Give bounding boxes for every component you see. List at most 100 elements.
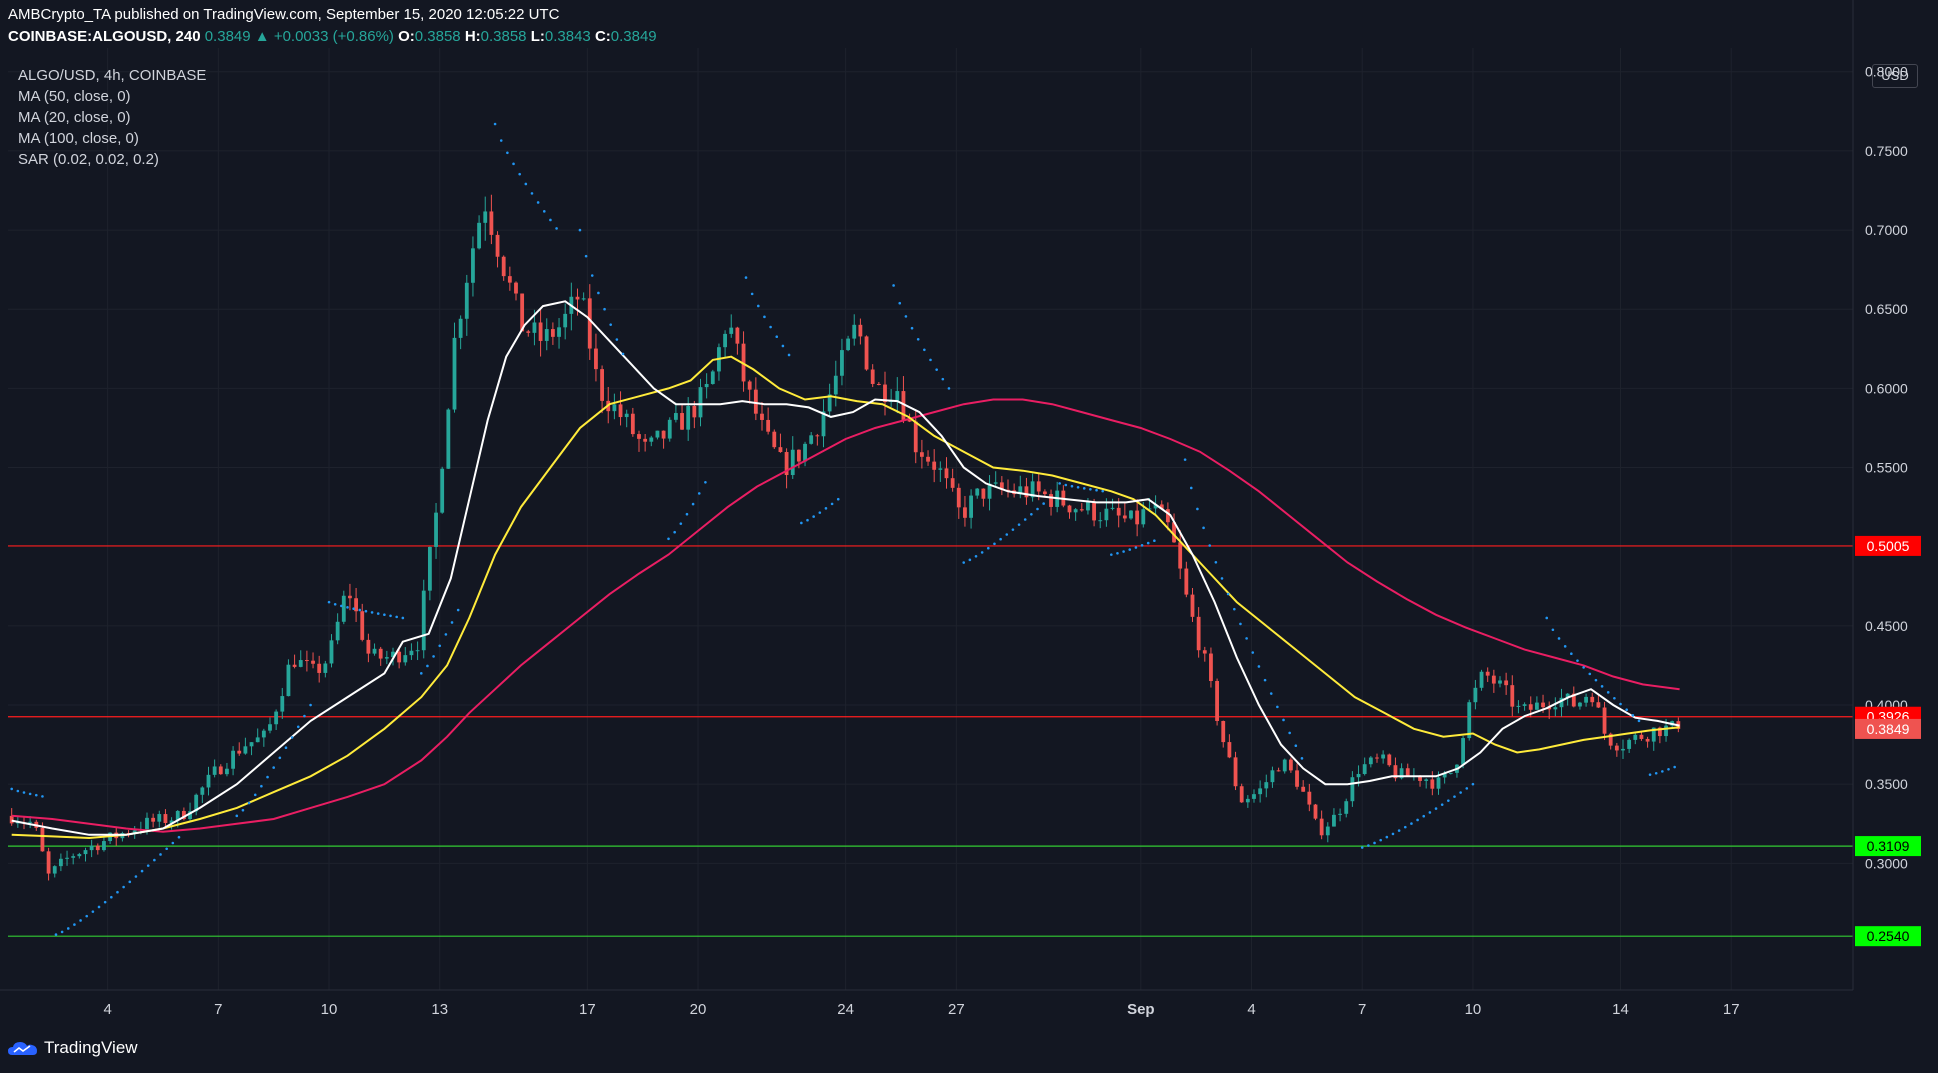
sar-dot: [66, 927, 70, 930]
legend-ma50[interactable]: MA (50, close, 0): [18, 88, 131, 105]
candle-body: [46, 851, 51, 874]
candle-body: [840, 350, 844, 376]
sar-dot: [980, 551, 984, 554]
candle-body: [1528, 704, 1533, 710]
sar-dot: [159, 853, 162, 856]
chart-title-legend[interactable]: ALGO/USD, 4h, COINBASE: [18, 67, 207, 84]
candle-body: [1627, 739, 1632, 749]
candle-body: [464, 282, 469, 319]
grid: [8, 48, 1853, 990]
sar-dot: [383, 613, 386, 616]
brand-name: TradingView: [44, 1038, 138, 1057]
candle-body: [95, 845, 100, 851]
candle-body: [249, 742, 254, 747]
candle-body: [686, 405, 691, 430]
sar-dot: [327, 600, 331, 604]
time-tick-label: 7: [1358, 1001, 1366, 1018]
open-value: 0.3858: [414, 28, 461, 45]
candle-body: [1504, 680, 1509, 686]
sar-dot: [290, 736, 294, 739]
sar-dot: [1582, 666, 1585, 669]
candle-body: [587, 298, 592, 349]
candle-body: [1608, 733, 1613, 746]
candle-body: [1664, 725, 1668, 737]
sar-dot: [1011, 528, 1015, 531]
candle-body: [28, 821, 33, 823]
candle-body: [1079, 509, 1084, 511]
candle-body: [458, 318, 463, 338]
candle-body: [1116, 507, 1121, 516]
sar-dot: [679, 522, 683, 525]
candle-body: [1295, 770, 1299, 787]
currency-button[interactable]: USD: [1872, 64, 1918, 88]
candle-body: [618, 404, 623, 418]
sar-dot: [1385, 835, 1389, 839]
time-tick-label: 4: [1247, 1001, 1255, 1018]
candle-body: [827, 394, 832, 412]
candle-body: [1276, 770, 1281, 772]
candle-body: [1147, 508, 1152, 510]
sar-dot: [1058, 482, 1061, 485]
sar-dot: [1379, 838, 1382, 842]
legend-sar[interactable]: SAR (0.02, 0.02, 0.2): [18, 151, 159, 168]
sar-dot: [419, 672, 423, 675]
sar-dot: [1631, 714, 1635, 717]
candle-body: [335, 621, 340, 641]
legend-ma100[interactable]: MA (100, close, 0): [18, 130, 139, 147]
candle-body: [409, 650, 414, 656]
candle-body: [151, 817, 156, 822]
candle-body: [729, 327, 734, 334]
candle-body: [1467, 702, 1472, 739]
publish-line: AMBCrypto_TA published on TradingView.co…: [8, 6, 560, 23]
sar-dot: [284, 746, 288, 750]
candle-body: [1122, 515, 1127, 519]
legend-ma20[interactable]: MA (20, close, 0): [18, 109, 131, 126]
sar-dot: [542, 210, 546, 213]
sar-dot: [775, 335, 779, 338]
sar-dot: [968, 558, 972, 562]
sar-dot: [1226, 592, 1230, 596]
candle-body: [1578, 702, 1582, 707]
candle-body: [1258, 788, 1263, 795]
tradingview-logo[interactable]: TradingView: [8, 1038, 138, 1058]
level-tag-label: 0.3109: [1867, 838, 1910, 854]
candle-body: [993, 482, 998, 484]
candle-body: [1165, 509, 1170, 523]
sar-dot: [941, 377, 945, 381]
sar-dot: [590, 274, 594, 277]
candle-body: [864, 336, 869, 370]
candle-body: [735, 327, 740, 344]
candle-body: [1202, 650, 1207, 654]
sar-dot: [1667, 767, 1670, 771]
candle-body: [710, 371, 715, 384]
sar-dot: [830, 502, 834, 506]
time-tick-label: 20: [690, 1001, 707, 1018]
sar-dot: [763, 315, 766, 319]
candle-body: [317, 663, 322, 673]
candle-body: [1104, 508, 1109, 521]
candle-body: [1153, 504, 1158, 509]
sar-dot: [358, 608, 362, 612]
symbol-name[interactable]: COINBASE:ALGOUSD, 240: [8, 28, 201, 45]
candle-body: [89, 845, 94, 851]
candle-body: [1301, 786, 1306, 792]
candle-body: [274, 711, 279, 725]
sar-dot: [621, 352, 625, 356]
last-price-tag-box: [1855, 718, 1921, 739]
sar-dot: [493, 122, 497, 126]
sar-dot: [1076, 486, 1080, 489]
sar-dot: [97, 905, 101, 909]
candle-body: [876, 383, 881, 385]
sar-dot: [22, 791, 26, 794]
low-label: L:: [530, 28, 545, 45]
price-tick-label: 0.6500: [1865, 301, 1908, 317]
sar-dot: [1465, 787, 1469, 790]
candle-body: [1491, 675, 1496, 684]
sar-dot: [1239, 622, 1242, 626]
sar-dot: [134, 875, 138, 878]
candle-body: [200, 787, 205, 795]
sar-dot: [1122, 550, 1125, 553]
sar-dot: [1263, 678, 1267, 682]
sar-dot: [597, 291, 600, 295]
